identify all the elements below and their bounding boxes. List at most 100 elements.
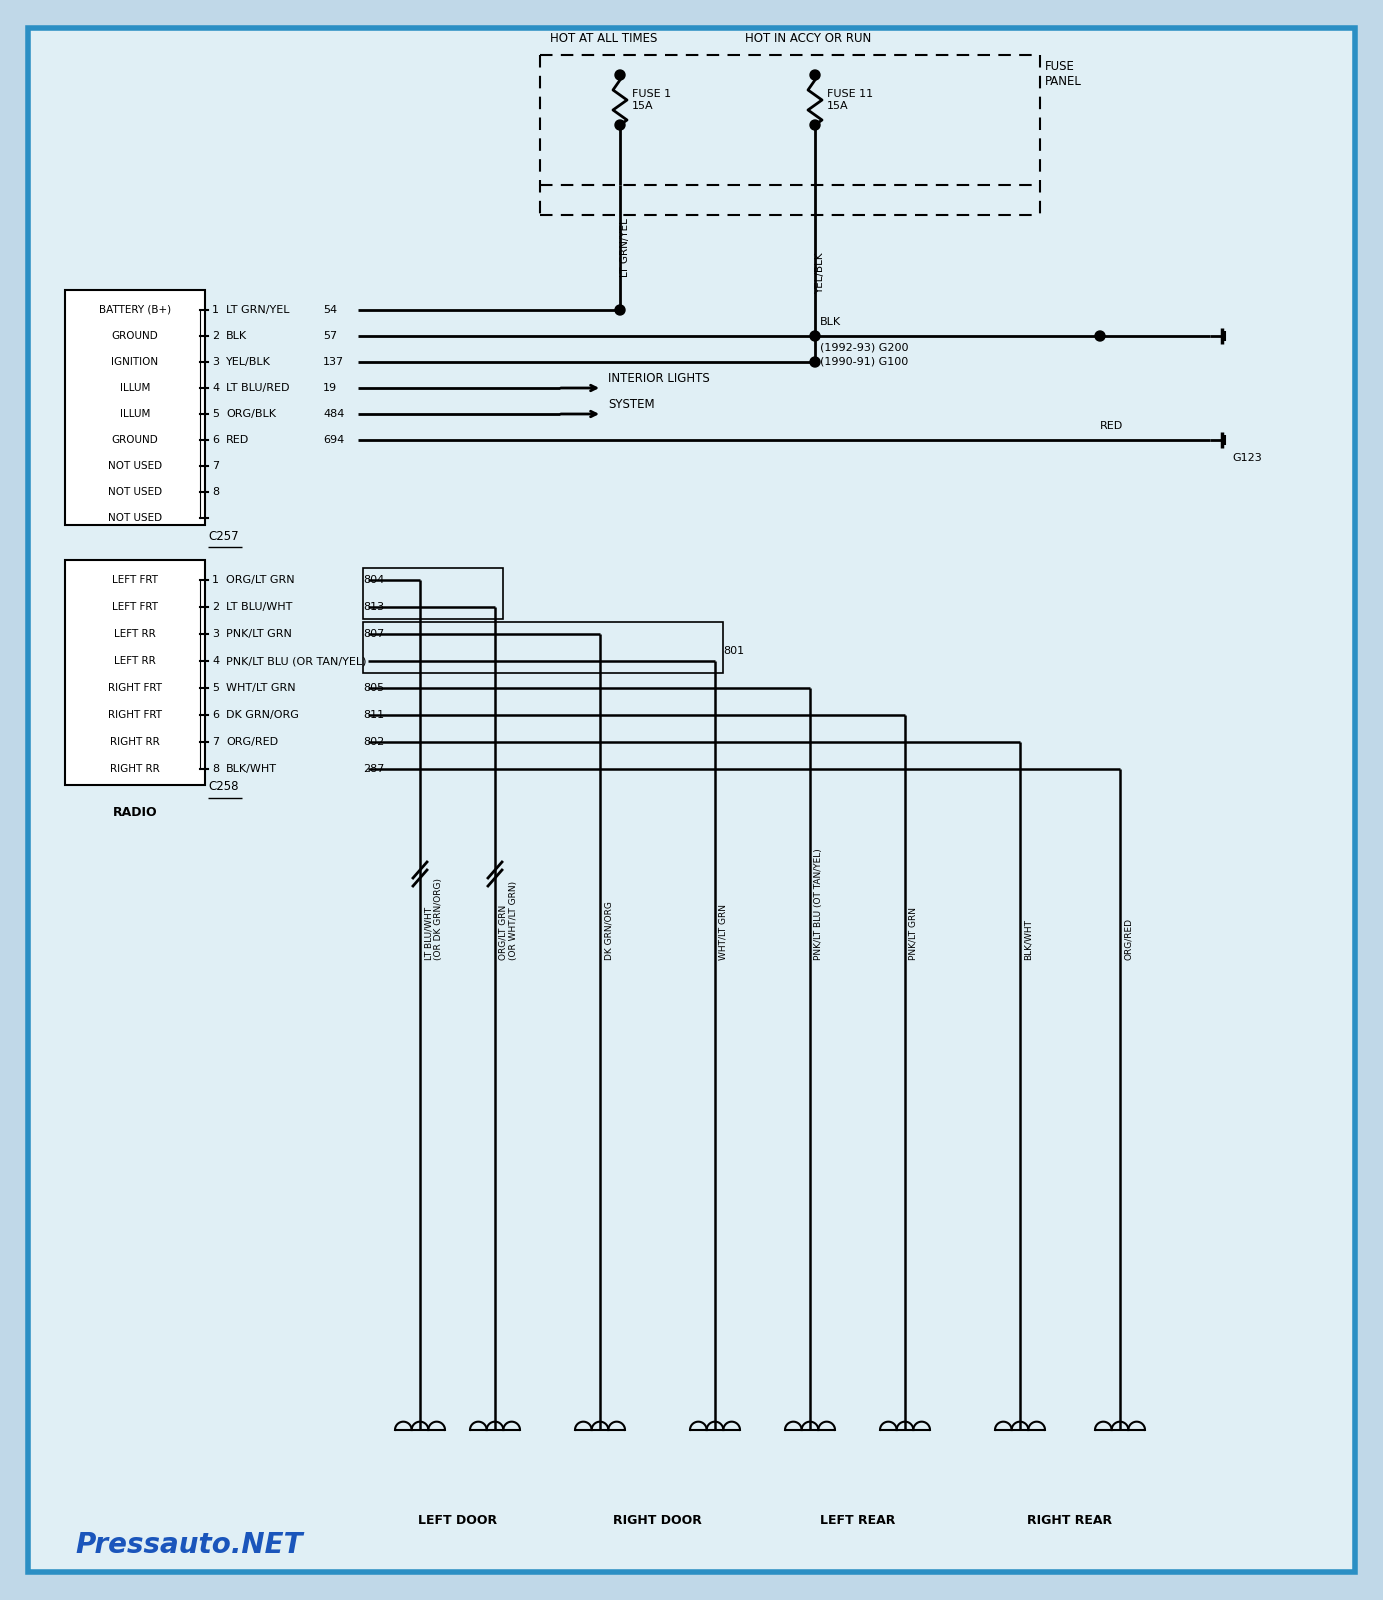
Circle shape (615, 70, 625, 80)
Text: G123: G123 (1232, 453, 1261, 462)
Text: 1: 1 (212, 306, 219, 315)
Text: HOT AT ALL TIMES: HOT AT ALL TIMES (550, 32, 657, 45)
Text: RIGHT REAR: RIGHT REAR (1028, 1514, 1112, 1526)
Text: 8: 8 (212, 765, 219, 774)
Text: 54: 54 (324, 306, 337, 315)
Text: 7: 7 (212, 738, 219, 747)
Text: HOT IN ACCY OR RUN: HOT IN ACCY OR RUN (745, 32, 871, 45)
Circle shape (615, 306, 625, 315)
Text: ORG/RED: ORG/RED (225, 738, 278, 747)
Text: RED: RED (225, 435, 249, 445)
Text: 2: 2 (212, 331, 219, 341)
Text: (1992-93) G200: (1992-93) G200 (820, 342, 909, 354)
Text: (1990-91) G100: (1990-91) G100 (820, 357, 909, 366)
Text: YEL/BLK: YEL/BLK (225, 357, 271, 366)
Bar (65, 560, 205, 786)
Text: RIGHT FRT: RIGHT FRT (108, 683, 162, 693)
Text: 4: 4 (212, 382, 219, 394)
Text: ILLUM: ILLUM (120, 410, 151, 419)
Text: 57: 57 (324, 331, 337, 341)
Text: ORG/BLK: ORG/BLK (225, 410, 277, 419)
Text: LT BLU/RED: LT BLU/RED (225, 382, 289, 394)
Text: RIGHT FRT: RIGHT FRT (108, 710, 162, 720)
Text: 802: 802 (362, 738, 384, 747)
Text: 811: 811 (362, 710, 384, 720)
Text: FUSE 11
15A: FUSE 11 15A (827, 90, 873, 110)
Text: ORG/LT GRN: ORG/LT GRN (225, 574, 295, 586)
Text: DK GRN/ORG: DK GRN/ORG (604, 901, 613, 960)
Text: 8: 8 (212, 486, 219, 498)
Text: LT BLU/WHT
(OR DK GRN/ORG): LT BLU/WHT (OR DK GRN/ORG) (425, 878, 444, 960)
Text: RED: RED (1099, 421, 1123, 430)
Text: LEFT FRT: LEFT FRT (112, 574, 158, 586)
Text: FUSE
PANEL: FUSE PANEL (1046, 59, 1082, 88)
Text: FUSE 1
15A: FUSE 1 15A (632, 90, 671, 110)
Bar (362, 568, 503, 619)
Text: 694: 694 (324, 435, 344, 445)
Text: LT GRN/YEL: LT GRN/YEL (620, 218, 631, 277)
Text: YEL/BLK: YEL/BLK (815, 253, 826, 294)
Text: BLK: BLK (225, 331, 248, 341)
Text: RIGHT RR: RIGHT RR (111, 738, 160, 747)
Text: 287: 287 (362, 765, 384, 774)
Text: 807: 807 (362, 629, 384, 638)
Text: 3: 3 (212, 357, 219, 366)
Circle shape (1095, 331, 1105, 341)
Text: LEFT FRT: LEFT FRT (112, 602, 158, 611)
Text: INTERIOR LIGHTS: INTERIOR LIGHTS (609, 373, 709, 386)
Text: LEFT RR: LEFT RR (115, 629, 156, 638)
Text: 5: 5 (212, 410, 219, 419)
Text: 804: 804 (362, 574, 384, 586)
Text: 4: 4 (212, 656, 219, 666)
Text: ORG/LT GRN
(OR WHT/LT GRN): ORG/LT GRN (OR WHT/LT GRN) (499, 882, 519, 960)
Text: 6: 6 (212, 710, 219, 720)
Text: WHT/LT GRN: WHT/LT GRN (719, 904, 727, 960)
Text: ILLUM: ILLUM (120, 382, 151, 394)
Circle shape (615, 120, 625, 130)
Text: IGNITION: IGNITION (112, 357, 159, 366)
Text: 137: 137 (324, 357, 344, 366)
Text: WHT/LT GRN: WHT/LT GRN (225, 683, 296, 693)
Text: 805: 805 (362, 683, 384, 693)
Text: SYSTEM: SYSTEM (609, 398, 654, 411)
Text: 813: 813 (362, 602, 384, 611)
Text: 2: 2 (212, 602, 219, 611)
Text: 19: 19 (324, 382, 337, 394)
Text: GROUND: GROUND (112, 435, 159, 445)
Text: NOT USED: NOT USED (108, 461, 162, 470)
Text: DK GRN/ORG: DK GRN/ORG (225, 710, 299, 720)
Circle shape (810, 70, 820, 80)
Text: BLK/WHT: BLK/WHT (1023, 918, 1033, 960)
Text: BLK/WHT: BLK/WHT (225, 765, 277, 774)
Text: 3: 3 (212, 629, 219, 638)
Text: LEFT DOOR: LEFT DOOR (418, 1514, 496, 1526)
Text: 7: 7 (212, 461, 219, 470)
Text: BLK: BLK (820, 317, 841, 326)
Text: 1: 1 (212, 574, 219, 586)
Text: LT BLU/WHT: LT BLU/WHT (225, 602, 292, 611)
Text: C257: C257 (207, 530, 239, 542)
Text: LEFT REAR: LEFT REAR (820, 1514, 895, 1526)
Text: 801: 801 (723, 646, 744, 656)
Text: NOT USED: NOT USED (108, 514, 162, 523)
Text: RADIO: RADIO (112, 806, 158, 819)
Text: Pressauto.NET: Pressauto.NET (75, 1531, 303, 1558)
Bar (362, 622, 723, 674)
Text: BATTERY (B+): BATTERY (B+) (100, 306, 171, 315)
Bar (65, 290, 205, 525)
Text: 6: 6 (212, 435, 219, 445)
Text: ORG/RED: ORG/RED (1124, 918, 1133, 960)
Text: PNK/LT BLU (OT TAN/YEL): PNK/LT BLU (OT TAN/YEL) (815, 848, 823, 960)
Text: RIGHT RR: RIGHT RR (111, 765, 160, 774)
Text: C258: C258 (207, 781, 238, 794)
Text: GROUND: GROUND (112, 331, 159, 341)
Text: NOT USED: NOT USED (108, 486, 162, 498)
Circle shape (810, 120, 820, 130)
Text: LEFT RR: LEFT RR (115, 656, 156, 666)
Circle shape (810, 331, 820, 341)
Text: PNK/LT BLU (OR TAN/YEL): PNK/LT BLU (OR TAN/YEL) (225, 656, 366, 666)
Text: 5: 5 (212, 683, 219, 693)
Text: LT GRN/YEL: LT GRN/YEL (225, 306, 289, 315)
Text: PNK/LT GRN: PNK/LT GRN (909, 907, 918, 960)
Text: 484: 484 (324, 410, 344, 419)
